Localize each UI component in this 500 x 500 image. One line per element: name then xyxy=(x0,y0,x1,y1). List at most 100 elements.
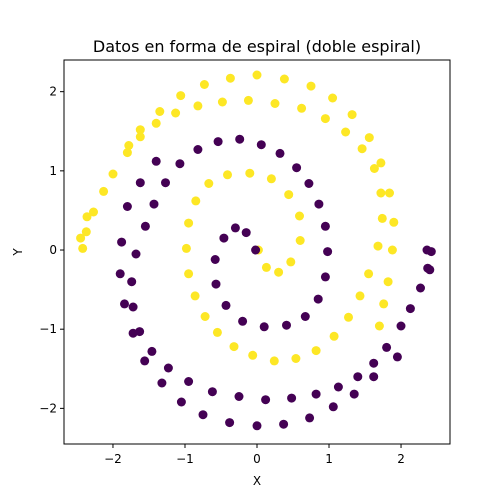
data-point xyxy=(171,108,181,118)
data-point xyxy=(376,188,386,198)
data-point xyxy=(279,74,289,84)
data-point xyxy=(127,277,137,287)
data-point xyxy=(193,101,203,111)
data-point xyxy=(295,211,304,221)
data-point xyxy=(286,257,296,267)
data-point xyxy=(184,218,194,228)
data-point xyxy=(223,170,232,180)
data-point xyxy=(320,272,330,282)
data-point xyxy=(382,342,392,352)
data-point xyxy=(234,392,244,401)
data-point xyxy=(190,291,200,301)
data-point xyxy=(241,228,251,238)
data-point xyxy=(379,299,389,309)
data-point xyxy=(225,418,235,428)
data-point xyxy=(373,241,383,251)
data-point xyxy=(219,233,229,243)
data-point xyxy=(140,356,150,366)
data-point xyxy=(305,413,315,423)
data-point xyxy=(328,93,338,103)
data-point xyxy=(274,267,284,277)
data-point xyxy=(78,243,88,253)
data-point xyxy=(135,125,145,135)
data-point xyxy=(344,312,353,322)
data-point xyxy=(184,377,194,386)
data-point xyxy=(349,389,359,399)
data-point xyxy=(291,354,301,363)
y-axis-ticks: −2 −1 0 1 2 xyxy=(39,85,64,415)
data-point xyxy=(269,356,279,366)
data-point xyxy=(282,320,291,330)
data-point xyxy=(261,262,271,272)
data-point xyxy=(369,164,379,173)
data-point xyxy=(124,141,134,150)
data-point xyxy=(200,312,210,321)
data-point xyxy=(425,265,435,275)
data-point xyxy=(256,140,266,150)
data-point xyxy=(323,247,333,257)
data-point xyxy=(191,196,201,206)
data-point xyxy=(328,402,338,412)
data-point xyxy=(176,91,186,101)
data-point xyxy=(353,372,363,382)
data-point xyxy=(151,118,161,128)
data-point xyxy=(392,352,402,362)
data-point xyxy=(207,387,217,397)
data-point xyxy=(320,114,330,124)
data-point xyxy=(122,202,132,211)
y-tick-label: 2 xyxy=(49,85,57,99)
data-point xyxy=(76,233,86,243)
data-point xyxy=(115,269,125,279)
x-tick-label: 0 xyxy=(253,452,261,466)
data-point xyxy=(81,227,91,237)
data-point xyxy=(193,145,203,154)
data-point xyxy=(210,255,220,264)
data-point xyxy=(385,188,394,198)
data-point xyxy=(235,134,245,144)
data-point xyxy=(355,291,365,301)
data-point xyxy=(243,95,253,105)
data-point xyxy=(311,389,321,399)
data-point xyxy=(128,328,138,338)
x-tick-label: 2 xyxy=(397,452,405,466)
data-point xyxy=(297,103,307,113)
data-point xyxy=(128,302,138,312)
data-point xyxy=(175,159,185,169)
data-point xyxy=(270,99,280,108)
data-point xyxy=(252,70,262,80)
data-point xyxy=(266,174,276,184)
data-point xyxy=(176,397,186,407)
data-point xyxy=(295,236,305,245)
data-point xyxy=(211,279,221,289)
data-point xyxy=(245,168,255,178)
data-point xyxy=(82,212,92,222)
data-point xyxy=(416,283,425,293)
data-point xyxy=(313,294,323,304)
data-point xyxy=(184,269,194,279)
data-point xyxy=(163,363,173,373)
data-point xyxy=(122,148,132,158)
data-point xyxy=(405,304,415,314)
points-layer xyxy=(76,70,436,431)
data-point xyxy=(364,269,374,279)
data-point xyxy=(217,97,227,107)
data-point xyxy=(198,410,208,420)
data-point xyxy=(135,132,145,142)
data-point xyxy=(304,179,314,188)
data-point xyxy=(131,249,141,259)
data-point xyxy=(120,299,129,309)
data-point xyxy=(347,110,357,120)
data-point xyxy=(140,221,150,231)
data-point xyxy=(369,372,379,382)
y-tick-label: 0 xyxy=(49,243,57,257)
data-point xyxy=(311,346,321,356)
data-point xyxy=(238,316,248,326)
data-point xyxy=(329,331,339,341)
data-point xyxy=(279,419,289,429)
data-point xyxy=(199,80,209,89)
x-tick-label: −2 xyxy=(104,452,122,466)
data-point xyxy=(396,321,406,331)
data-point xyxy=(374,321,384,331)
data-point xyxy=(252,421,262,431)
